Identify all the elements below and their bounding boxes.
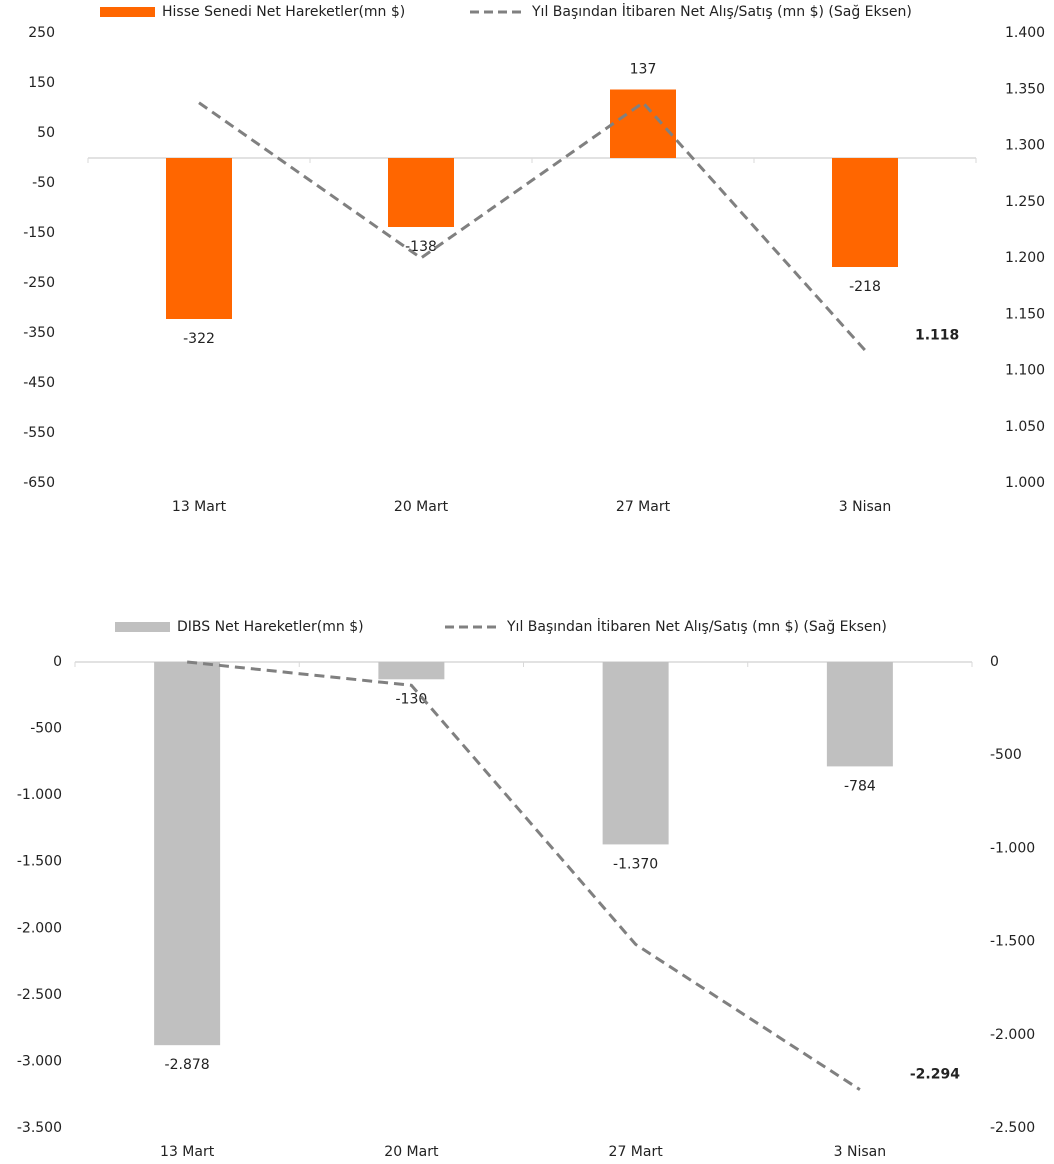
y2-tick-label: 1.050 — [1005, 419, 1045, 435]
bar-value-label: -322 — [183, 331, 215, 347]
y-tick-label: -1.000 — [17, 787, 62, 803]
x-tick-label: 27 Mart — [616, 499, 671, 515]
x-tick-label: 20 Mart — [384, 1144, 439, 1160]
y-tick-label: -2.000 — [17, 920, 62, 936]
y-tick-label: -250 — [23, 275, 55, 291]
y2-tick-label: 1.100 — [1005, 363, 1045, 379]
y-tick-label: -350 — [23, 325, 55, 341]
x-tick-label: 20 Mart — [394, 499, 449, 515]
bar-value-label: -218 — [849, 279, 881, 295]
bar-value-label: -138 — [405, 239, 437, 255]
y2-tick-label: 1.350 — [1005, 81, 1045, 97]
y-tick-label: -650 — [23, 475, 55, 491]
y2-tick-label: 1.400 — [1005, 25, 1045, 41]
x-tick-label: 3 Nisan — [834, 1144, 886, 1160]
y2-tick-label: -1.000 — [990, 840, 1035, 856]
y2-tick-label: 1.200 — [1005, 250, 1045, 266]
legend-label: Hisse Senedi Net Hareketler(mn $) — [162, 4, 405, 20]
y2-tick-label: -2.000 — [990, 1027, 1035, 1043]
bar-value-label: -130 — [395, 691, 427, 707]
legend-swatch — [115, 622, 170, 632]
bar — [166, 158, 232, 319]
y-tick-label: -150 — [23, 225, 55, 241]
x-tick-label: 13 Mart — [172, 499, 227, 515]
y2-tick-label: 1.000 — [1005, 475, 1045, 491]
y-tick-label: 0 — [53, 654, 62, 670]
y2-tick-label: -1.500 — [990, 934, 1035, 950]
y-tick-label: -450 — [23, 375, 55, 391]
legend-swatch — [100, 7, 155, 17]
y-tick-label: 250 — [28, 25, 55, 41]
y2-tick-label: 1.250 — [1005, 194, 1045, 210]
legend-label: Yıl Başından İtibaren Net Alış/Satış (mn… — [531, 2, 912, 20]
y-tick-label: -500 — [30, 721, 62, 737]
line-value-label: 1.118 — [915, 327, 959, 343]
bar — [154, 662, 221, 1046]
bar — [602, 662, 669, 845]
line-value-label: -2.294 — [910, 1067, 960, 1083]
bar — [826, 662, 893, 767]
x-tick-label: 27 Mart — [609, 1144, 664, 1160]
bar — [378, 662, 445, 680]
y2-tick-label: -2.500 — [990, 1120, 1035, 1136]
bar-value-label: -784 — [844, 778, 876, 794]
y2-tick-label: 0 — [990, 654, 999, 670]
bar — [610, 89, 676, 158]
bar-value-label: 137 — [630, 62, 657, 78]
y2-tick-label: 1.150 — [1005, 306, 1045, 322]
y-tick-label: 150 — [28, 75, 55, 91]
y-tick-label: -50 — [32, 175, 55, 191]
bar-value-label: -1.370 — [613, 856, 658, 872]
y-tick-label: -3.000 — [17, 1053, 62, 1069]
y-tick-label: -3.500 — [17, 1120, 62, 1136]
x-tick-label: 13 Mart — [160, 1144, 215, 1160]
line-series — [198, 100, 867, 352]
bar-value-label: -2.878 — [165, 1057, 210, 1073]
y-tick-label: -1.500 — [17, 854, 62, 870]
line-series — [186, 660, 861, 1091]
y2-tick-label: 1.300 — [1005, 138, 1045, 154]
bar — [388, 158, 454, 227]
legend-label: DIBS Net Hareketler(mn $) — [177, 619, 364, 635]
y-tick-label: -2.500 — [17, 987, 62, 1003]
x-tick-label: 3 Nisan — [839, 499, 891, 515]
y-tick-label: 50 — [37, 125, 55, 141]
y-tick-label: -550 — [23, 425, 55, 441]
legend-label: Yıl Başından İtibaren Net Alış/Satış (mn… — [506, 617, 887, 635]
bar — [832, 158, 898, 267]
y2-tick-label: -500 — [990, 747, 1022, 763]
